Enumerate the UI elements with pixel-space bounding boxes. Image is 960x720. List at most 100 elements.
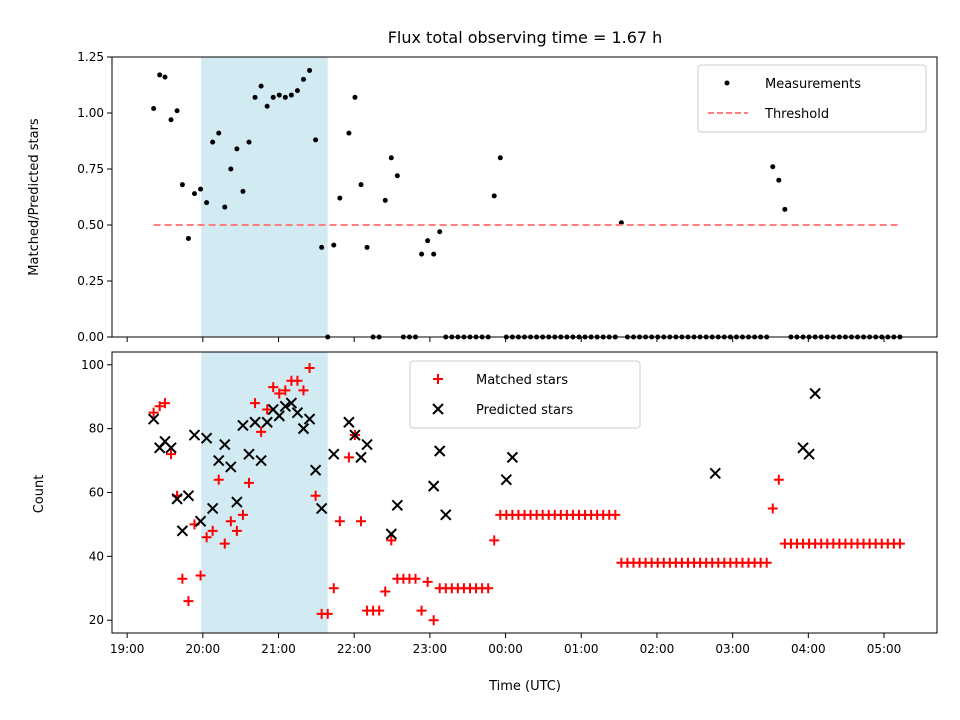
- measurement-point: [319, 244, 325, 250]
- measurement-point: [497, 155, 503, 161]
- matched-star-point: [416, 605, 427, 616]
- measurement-point: [358, 182, 364, 188]
- matched-star-point: [374, 605, 385, 616]
- predicted-star-point: [165, 442, 177, 454]
- measurement-point: [419, 251, 425, 257]
- legend-measurements-marker: [724, 80, 730, 86]
- measurement-point: [157, 72, 163, 78]
- matched-star-point: [195, 570, 206, 581]
- predicted-star-point: [500, 474, 513, 486]
- bottom-legend: Matched stars Predicted stars: [409, 360, 641, 429]
- measurement-point: [346, 130, 352, 136]
- top-legend: Measurements Threshold: [697, 64, 927, 133]
- xtick-label: 00:00: [488, 642, 523, 656]
- predicted-star-point: [273, 410, 285, 422]
- xtick-label: 23:00: [413, 642, 448, 656]
- measurement-point: [252, 94, 258, 100]
- matched-star-point: [894, 538, 905, 549]
- predicted-star-point: [440, 509, 452, 521]
- predicted-star-point: [255, 454, 267, 467]
- predicted-star-point: [385, 528, 397, 540]
- xtick-label: 05:00: [867, 642, 902, 656]
- matched-star-point: [422, 576, 433, 587]
- predicted-star-point: [176, 525, 189, 537]
- predicted-star-point: [225, 461, 237, 473]
- predicted-star-point: [200, 432, 213, 444]
- legend-measurements-label: Measurements: [765, 77, 861, 92]
- matched-star-point: [268, 382, 279, 393]
- measurement-point: [276, 92, 282, 98]
- measurement-point: [394, 173, 400, 179]
- matched-star-point: [166, 449, 177, 460]
- legend-predicted-marker: [432, 403, 444, 415]
- bottom-shaded-region: [201, 352, 328, 633]
- matched-star-point: [328, 583, 339, 594]
- measurement-point: [364, 244, 370, 250]
- predicted-star-point: [147, 413, 160, 425]
- bottom-xlabel: Time (UTC): [488, 679, 561, 694]
- measurement-point: [491, 193, 497, 199]
- measurement-point: [352, 94, 358, 100]
- measurement-point: [228, 166, 234, 172]
- measurement-point: [258, 83, 264, 89]
- measurement-point: [288, 92, 294, 98]
- predicted-star-point: [206, 502, 219, 515]
- measurement-point: [382, 197, 388, 203]
- predicted-star-point: [291, 406, 304, 419]
- matched-star-point: [380, 586, 391, 597]
- matched-star-point: [280, 385, 291, 396]
- predicted-star-point: [434, 445, 446, 457]
- measurement-point: [425, 238, 431, 244]
- bottom-ylabel: Count: [32, 475, 47, 514]
- measurement-point: [240, 188, 246, 194]
- predicted-star-point: [709, 467, 721, 480]
- predicted-star-point: [231, 496, 243, 508]
- matched-star-point: [274, 388, 285, 399]
- measurement-point: [151, 106, 157, 112]
- matched-star-point: [154, 401, 165, 412]
- matched-star-point: [292, 375, 303, 386]
- matched-star-point: [356, 516, 367, 527]
- predicted-star-point: [328, 448, 340, 460]
- top-axes-frame: [111, 56, 938, 338]
- xtick-label: 21:00: [261, 642, 296, 656]
- measurement-point: [210, 139, 216, 145]
- matched-star-point: [334, 516, 345, 527]
- xtick-label: 04:00: [791, 642, 826, 656]
- predicted-star-point: [171, 493, 183, 505]
- predicted-star-point: [803, 448, 815, 460]
- bottom-ytick-label: 40: [89, 549, 104, 563]
- bottom-legend-box: [409, 360, 641, 429]
- xtick-label: 01:00: [564, 642, 599, 656]
- predicted-star-point: [809, 387, 821, 400]
- measurement-point: [216, 130, 222, 136]
- measurement-point: [185, 235, 191, 241]
- matched-star-point: [219, 538, 230, 549]
- top-ylabel: Matched/Predicted stars: [27, 118, 42, 276]
- matched-star-point: [237, 509, 248, 520]
- predicted-star-point: [243, 448, 255, 460]
- matched-star-point: [231, 525, 242, 536]
- measurement-point: [337, 195, 343, 201]
- matched-star-point: [386, 535, 397, 546]
- matched-star-point: [428, 615, 439, 626]
- measurement-point: [192, 191, 197, 197]
- measurement-point: [198, 186, 204, 192]
- predicted-star-point: [343, 416, 355, 428]
- predicted-star-point: [279, 400, 292, 412]
- measurement-point: [770, 164, 776, 170]
- matched-star-point: [250, 398, 261, 409]
- top-ytick-label: 0.50: [77, 218, 104, 232]
- predicted-star-point: [182, 489, 195, 502]
- matched-star-point: [183, 596, 194, 607]
- top-ytick-label: 0.25: [77, 274, 104, 288]
- matched-star-point: [767, 503, 778, 514]
- matched-star-point: [410, 573, 421, 584]
- predicted-star-point: [249, 416, 261, 428]
- top-ytick-label: 0.00: [77, 330, 104, 344]
- bottom-ytick-label: 80: [89, 422, 104, 436]
- top-panel: 0.00 0.25 0.50 0.75 1.00 1.25: [77, 50, 938, 344]
- matched-star-point: [177, 573, 188, 584]
- bottom-ytick-label: 20: [89, 613, 104, 627]
